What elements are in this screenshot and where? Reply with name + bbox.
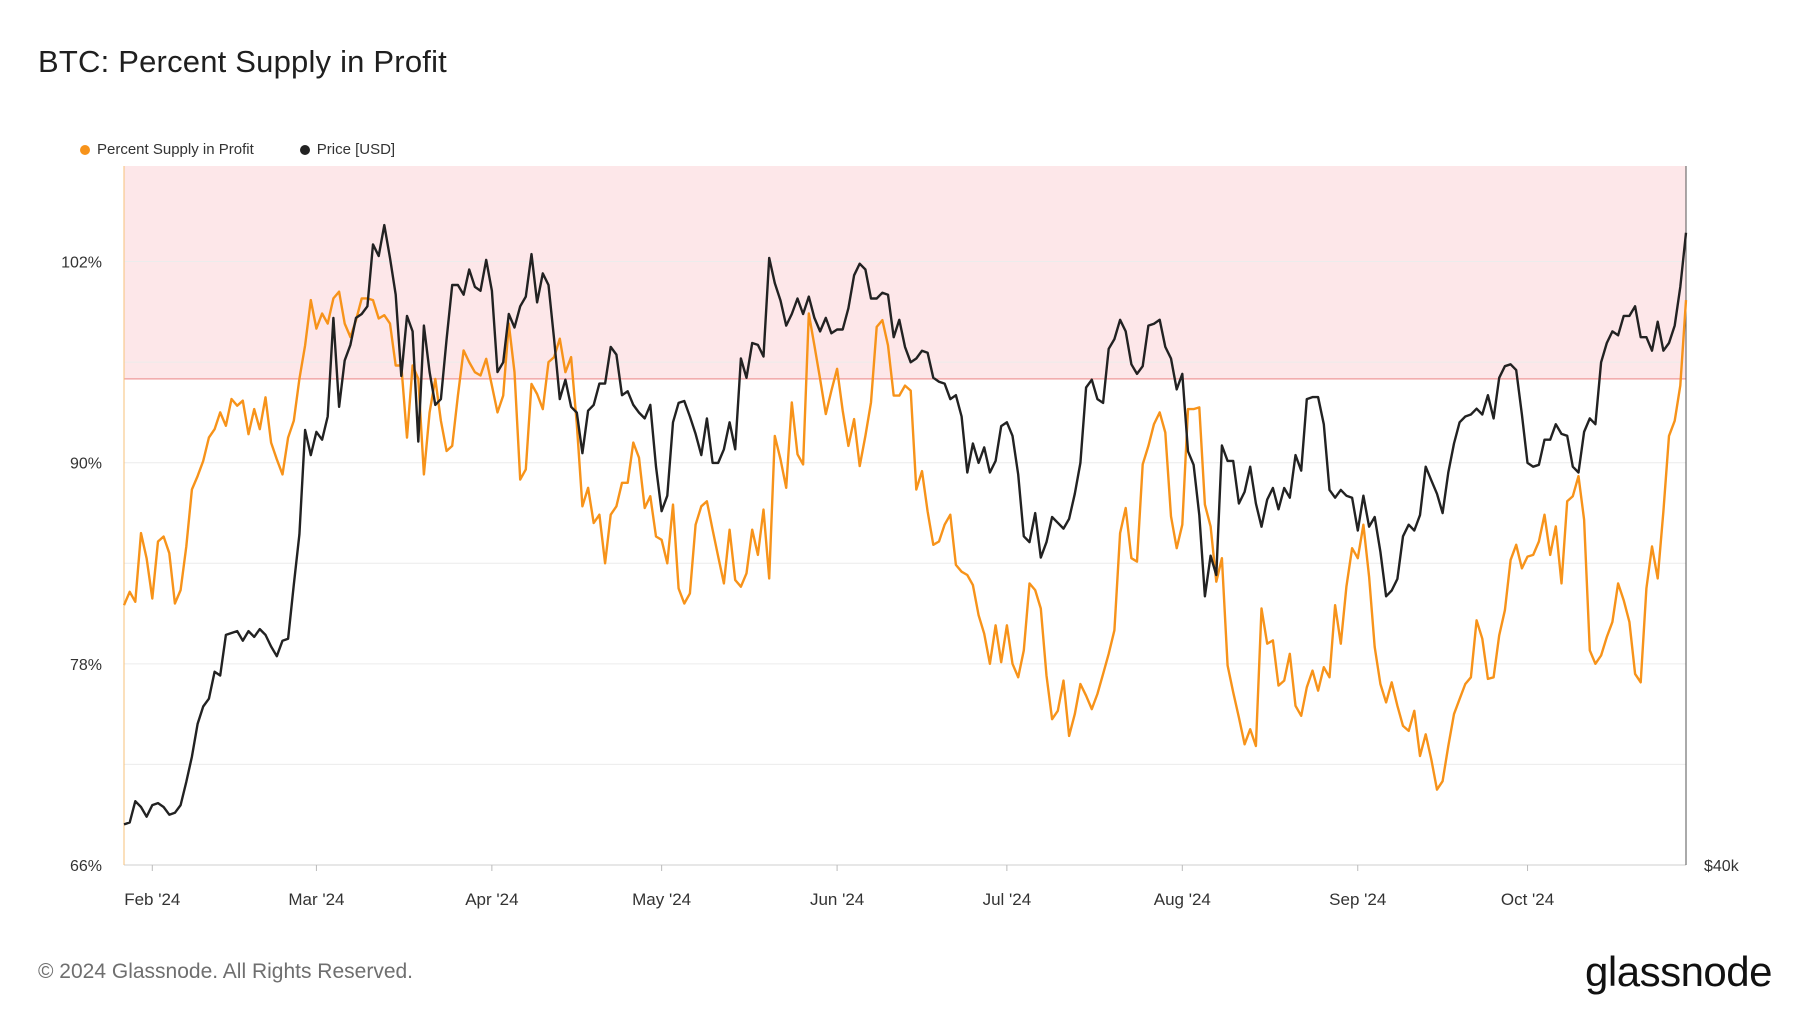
y-left-tick-label: 90% [70,456,102,473]
glassnode-logo: glassnode [1585,948,1772,995]
x-tick-label: Apr '24 [465,890,518,909]
series-line-supply-in-profit [122,290,1688,791]
y-left-tick-label: 66% [70,858,102,875]
legend-label-supply: Percent Supply in Profit [97,141,254,158]
x-tick-label: Oct '24 [1501,890,1554,909]
x-tick-label: Feb '24 [124,890,180,909]
axes [123,166,1687,866]
legend-dot-supply [80,144,90,155]
y-left-tick-label: 102% [61,255,102,272]
x-tick-label: Jun '24 [810,890,864,909]
series-line-price [123,223,1688,826]
legend-item-supply[interactable]: Percent Supply in Profit [80,141,254,158]
legend-label-price: Price [USD] [316,141,396,158]
chart-legend: Percent Supply in Profit Price [USD] [80,141,395,158]
y-left-tick-label: 78% [70,657,102,674]
grid-lines [124,261,1686,765]
axis-labels: 66% 78% 90% 102% $40k Feb '24 Mar '24 Apr '24 Ma… [61,255,1740,909]
x-tick-label: Mar '24 [288,890,344,909]
x-tick-label: Sep '24 [1329,890,1386,909]
legend-dot-price [299,144,310,155]
chart-title: BTC: Percent Supply in Profit [38,44,447,79]
y-right-tick-label: $40k [1704,858,1740,875]
series-lines [122,223,1688,826]
x-tick-label: May '24 [632,890,691,909]
copyright-text: © 2024 Glassnode. All Rights Reserved. [38,960,414,983]
x-tick-label: Aug '24 [1154,890,1211,909]
legend-item-price[interactable]: Price [USD] [299,141,396,158]
x-tick-label: Jul '24 [983,890,1032,909]
